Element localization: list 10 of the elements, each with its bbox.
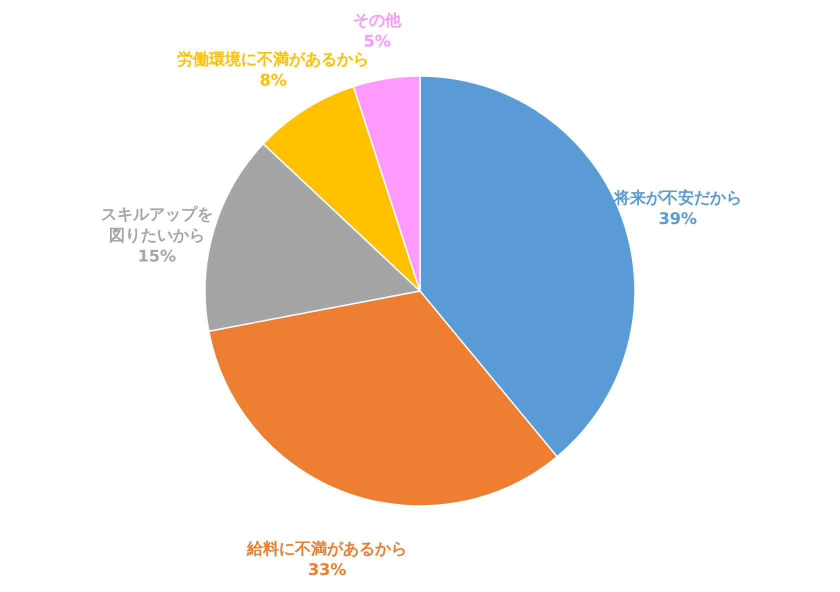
data-label: 15% bbox=[138, 246, 176, 266]
slice-label: 将来が不安だから bbox=[612, 188, 742, 208]
data-label: 33% bbox=[308, 560, 346, 579]
slice-label: スキルアップを図りたいから bbox=[100, 204, 213, 245]
data-label: 39% bbox=[658, 209, 697, 228]
slice-label: 給料に不満があるから bbox=[246, 538, 408, 558]
slice-label: 労働環境に不満があるから bbox=[177, 50, 370, 69]
data-label: 5% bbox=[364, 31, 391, 50]
data-label: 8% bbox=[260, 70, 287, 90]
slice-label: その他 bbox=[353, 10, 402, 30]
